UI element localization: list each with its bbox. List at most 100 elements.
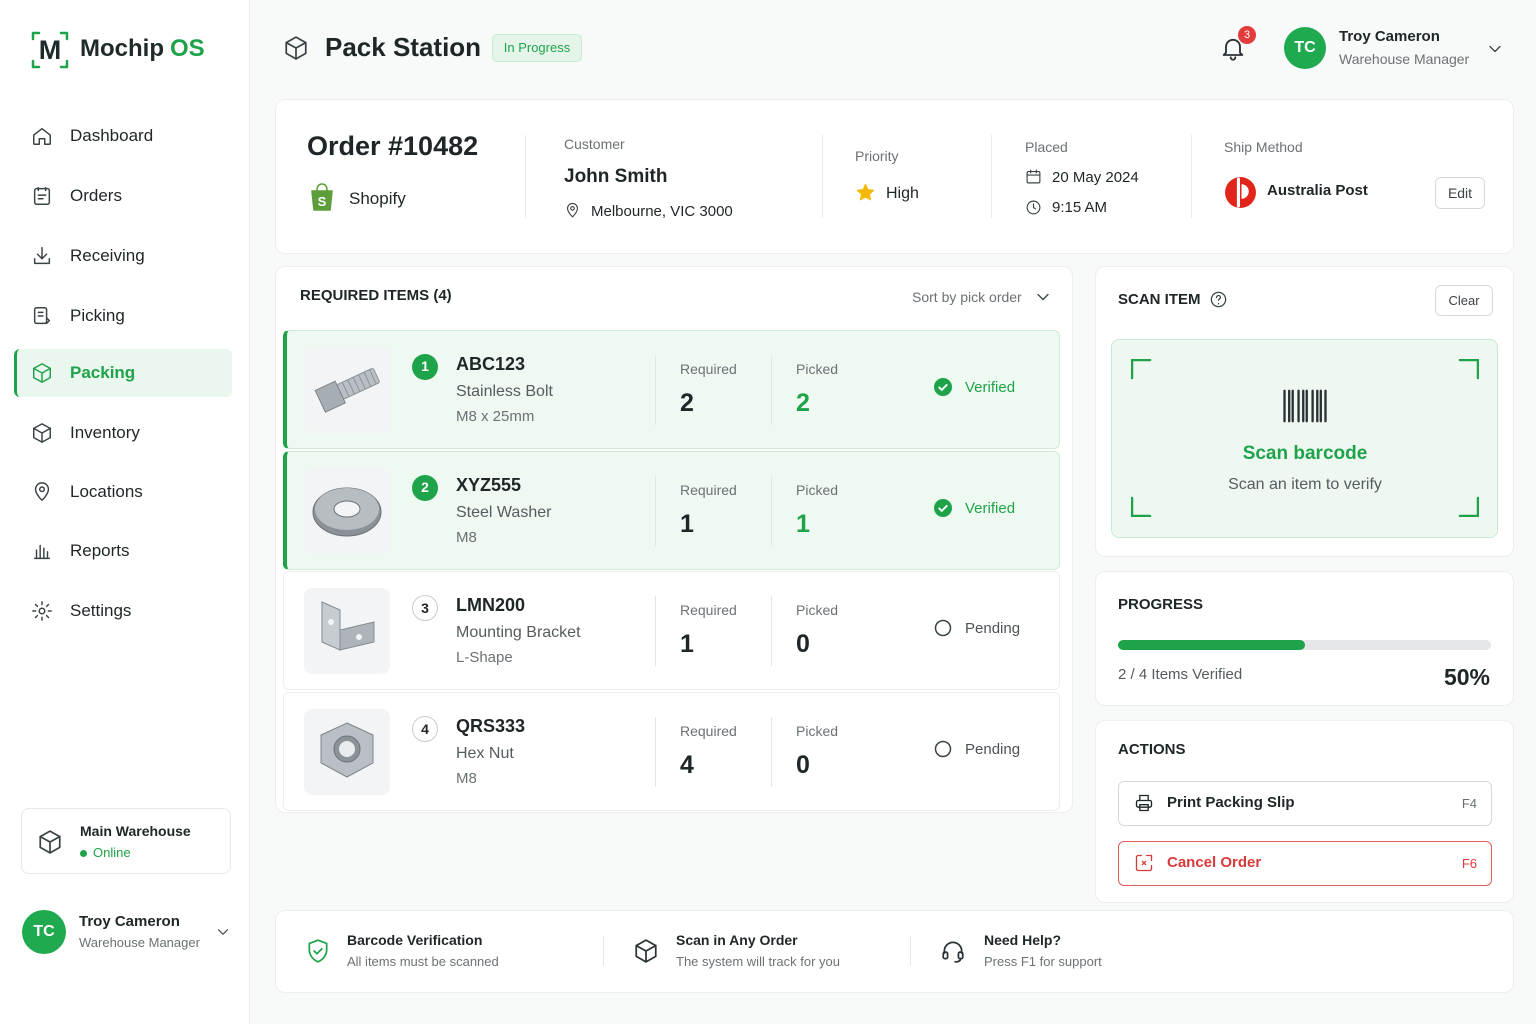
icon-shape: [333, 500, 361, 518]
footer-title: Scan in Any Order: [676, 932, 798, 948]
warehouse-card: [21, 808, 231, 874]
edit-button[interactable]: Edit: [1435, 177, 1485, 209]
icon-shape: [938, 505, 948, 512]
item-status: Pending: [965, 741, 1021, 758]
icon-shape: [33, 307, 48, 325]
item-index: 2: [412, 475, 438, 501]
icon-shape: [1037, 293, 1049, 301]
icon-shape: [1283, 389, 1327, 423]
status-icon: [933, 377, 953, 397]
icon-shape: [1222, 38, 1244, 56]
icon-shape: [1222, 38, 1244, 61]
icon-shape: [856, 183, 875, 201]
item-spec: M8: [456, 770, 477, 787]
footer-text: All items must be scanned: [347, 954, 499, 969]
status-badge: In Progress: [492, 34, 582, 62]
progress-track: [1118, 640, 1491, 650]
icon-shape: [38, 486, 46, 493]
icon-shape: [33, 127, 51, 145]
icon-shape: [1026, 169, 1041, 176]
icon-shape: [308, 939, 328, 963]
icon-shape: [33, 247, 51, 265]
icon-shape: [217, 929, 229, 935]
icon-shape: [934, 378, 952, 396]
nav-label: Dashboard: [70, 126, 154, 145]
icon-shape: [1225, 177, 1256, 208]
icon-shape: [934, 619, 952, 637]
item-sku: XYZ555: [456, 475, 522, 495]
icon-shape: [938, 384, 948, 391]
user-menu[interactable]: [214, 923, 232, 941]
icon-shape: [217, 929, 229, 935]
priority-label: Priority: [855, 148, 899, 164]
icon-shape: [934, 499, 952, 517]
required-value: 1: [680, 630, 694, 658]
nav-icon: [31, 185, 53, 207]
item-name: Mounting Bracket: [456, 624, 581, 641]
icon-shape: [31, 31, 69, 69]
icon-shape: [934, 499, 952, 517]
item-image: [304, 709, 390, 795]
logo-word: Mochip: [80, 35, 164, 62]
sort-control[interactable]: Sort by pick order: [912, 289, 1022, 305]
progress-title: PROGRESS: [1118, 596, 1204, 613]
nav-label: Reports: [70, 541, 130, 560]
item-sku: LMN200: [456, 595, 526, 615]
icon-shape: [33, 187, 51, 205]
clock-icon: [1025, 199, 1042, 216]
nav-icon: [31, 125, 53, 147]
page-title: Pack Station: [325, 32, 482, 62]
logo-mark: M: [38, 35, 62, 65]
scan-zone: [1111, 339, 1498, 538]
icon-shape: [34, 482, 50, 501]
header-user-role: Warehouse Manager: [1339, 51, 1470, 67]
order-card: [275, 99, 1514, 254]
icon-shape: [33, 423, 51, 443]
icon-shape: [1141, 854, 1153, 866]
action-key: F4: [1461, 796, 1477, 811]
carrier-logo: [1224, 176, 1257, 209]
customer-location: Melbourne, VIC 3000: [591, 203, 733, 220]
item-spec: L-Shape: [456, 649, 513, 666]
item-row: [283, 451, 1060, 570]
item-image: [304, 468, 390, 554]
picked-label: Picked: [796, 723, 839, 739]
item-image: [304, 588, 390, 674]
icon-shape: [328, 619, 334, 625]
icon-shape: S: [311, 183, 333, 211]
actions-title: ACTIONS: [1118, 741, 1186, 758]
order-number: Order #10482: [307, 131, 479, 161]
icon-shape: [1283, 389, 1327, 423]
help-icon: [1209, 290, 1228, 309]
item-spec: M8: [456, 529, 477, 546]
clear-button[interactable]: Clear: [1435, 285, 1493, 316]
action-button[interactable]: [1118, 781, 1492, 826]
bell[interactable]: [1219, 34, 1247, 62]
item-name: Hex Nut: [456, 745, 514, 762]
icon-shape: [635, 944, 657, 963]
icon-shape: [566, 202, 579, 218]
logo-frame: [30, 30, 70, 70]
icon-shape: [1135, 854, 1153, 872]
item-status: Verified: [965, 500, 1016, 517]
divider: [655, 596, 656, 666]
icon-shape: [37, 187, 47, 200]
icon-shape: [1135, 794, 1153, 812]
divider: [603, 936, 604, 966]
icon-shape: [37, 311, 51, 325]
action-button[interactable]: [1118, 841, 1492, 886]
icon-shape: [33, 544, 51, 560]
action-icon: [1134, 793, 1154, 813]
icon-shape: [1489, 45, 1501, 53]
item-sku: ABC123: [456, 354, 526, 374]
icon-shape: [635, 939, 657, 963]
icon-shape: [1215, 294, 1222, 305]
icon-shape: [38, 607, 46, 615]
header-user-menu[interactable]: [1485, 39, 1505, 59]
icon-shape: [934, 740, 952, 758]
nav-label: Packing: [70, 363, 136, 382]
warehouse-name: Main Warehouse: [80, 823, 191, 839]
header-user-name: Troy Cameron: [1339, 28, 1440, 45]
icon-shape: [33, 307, 51, 325]
divider: [655, 476, 656, 546]
